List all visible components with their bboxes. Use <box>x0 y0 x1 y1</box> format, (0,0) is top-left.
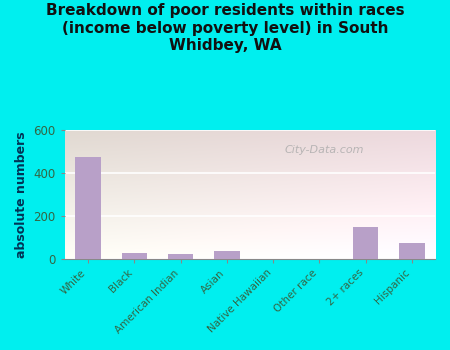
Bar <box>399 243 425 259</box>
Bar <box>214 251 239 259</box>
Bar <box>122 253 147 259</box>
Y-axis label: absolute numbers: absolute numbers <box>15 131 28 258</box>
Text: Breakdown of poor residents within races
(income below poverty level) in South
W: Breakdown of poor residents within races… <box>46 4 404 53</box>
Bar <box>168 254 193 259</box>
Bar <box>75 157 101 259</box>
Bar <box>353 226 378 259</box>
Text: City-Data.com: City-Data.com <box>284 145 364 155</box>
